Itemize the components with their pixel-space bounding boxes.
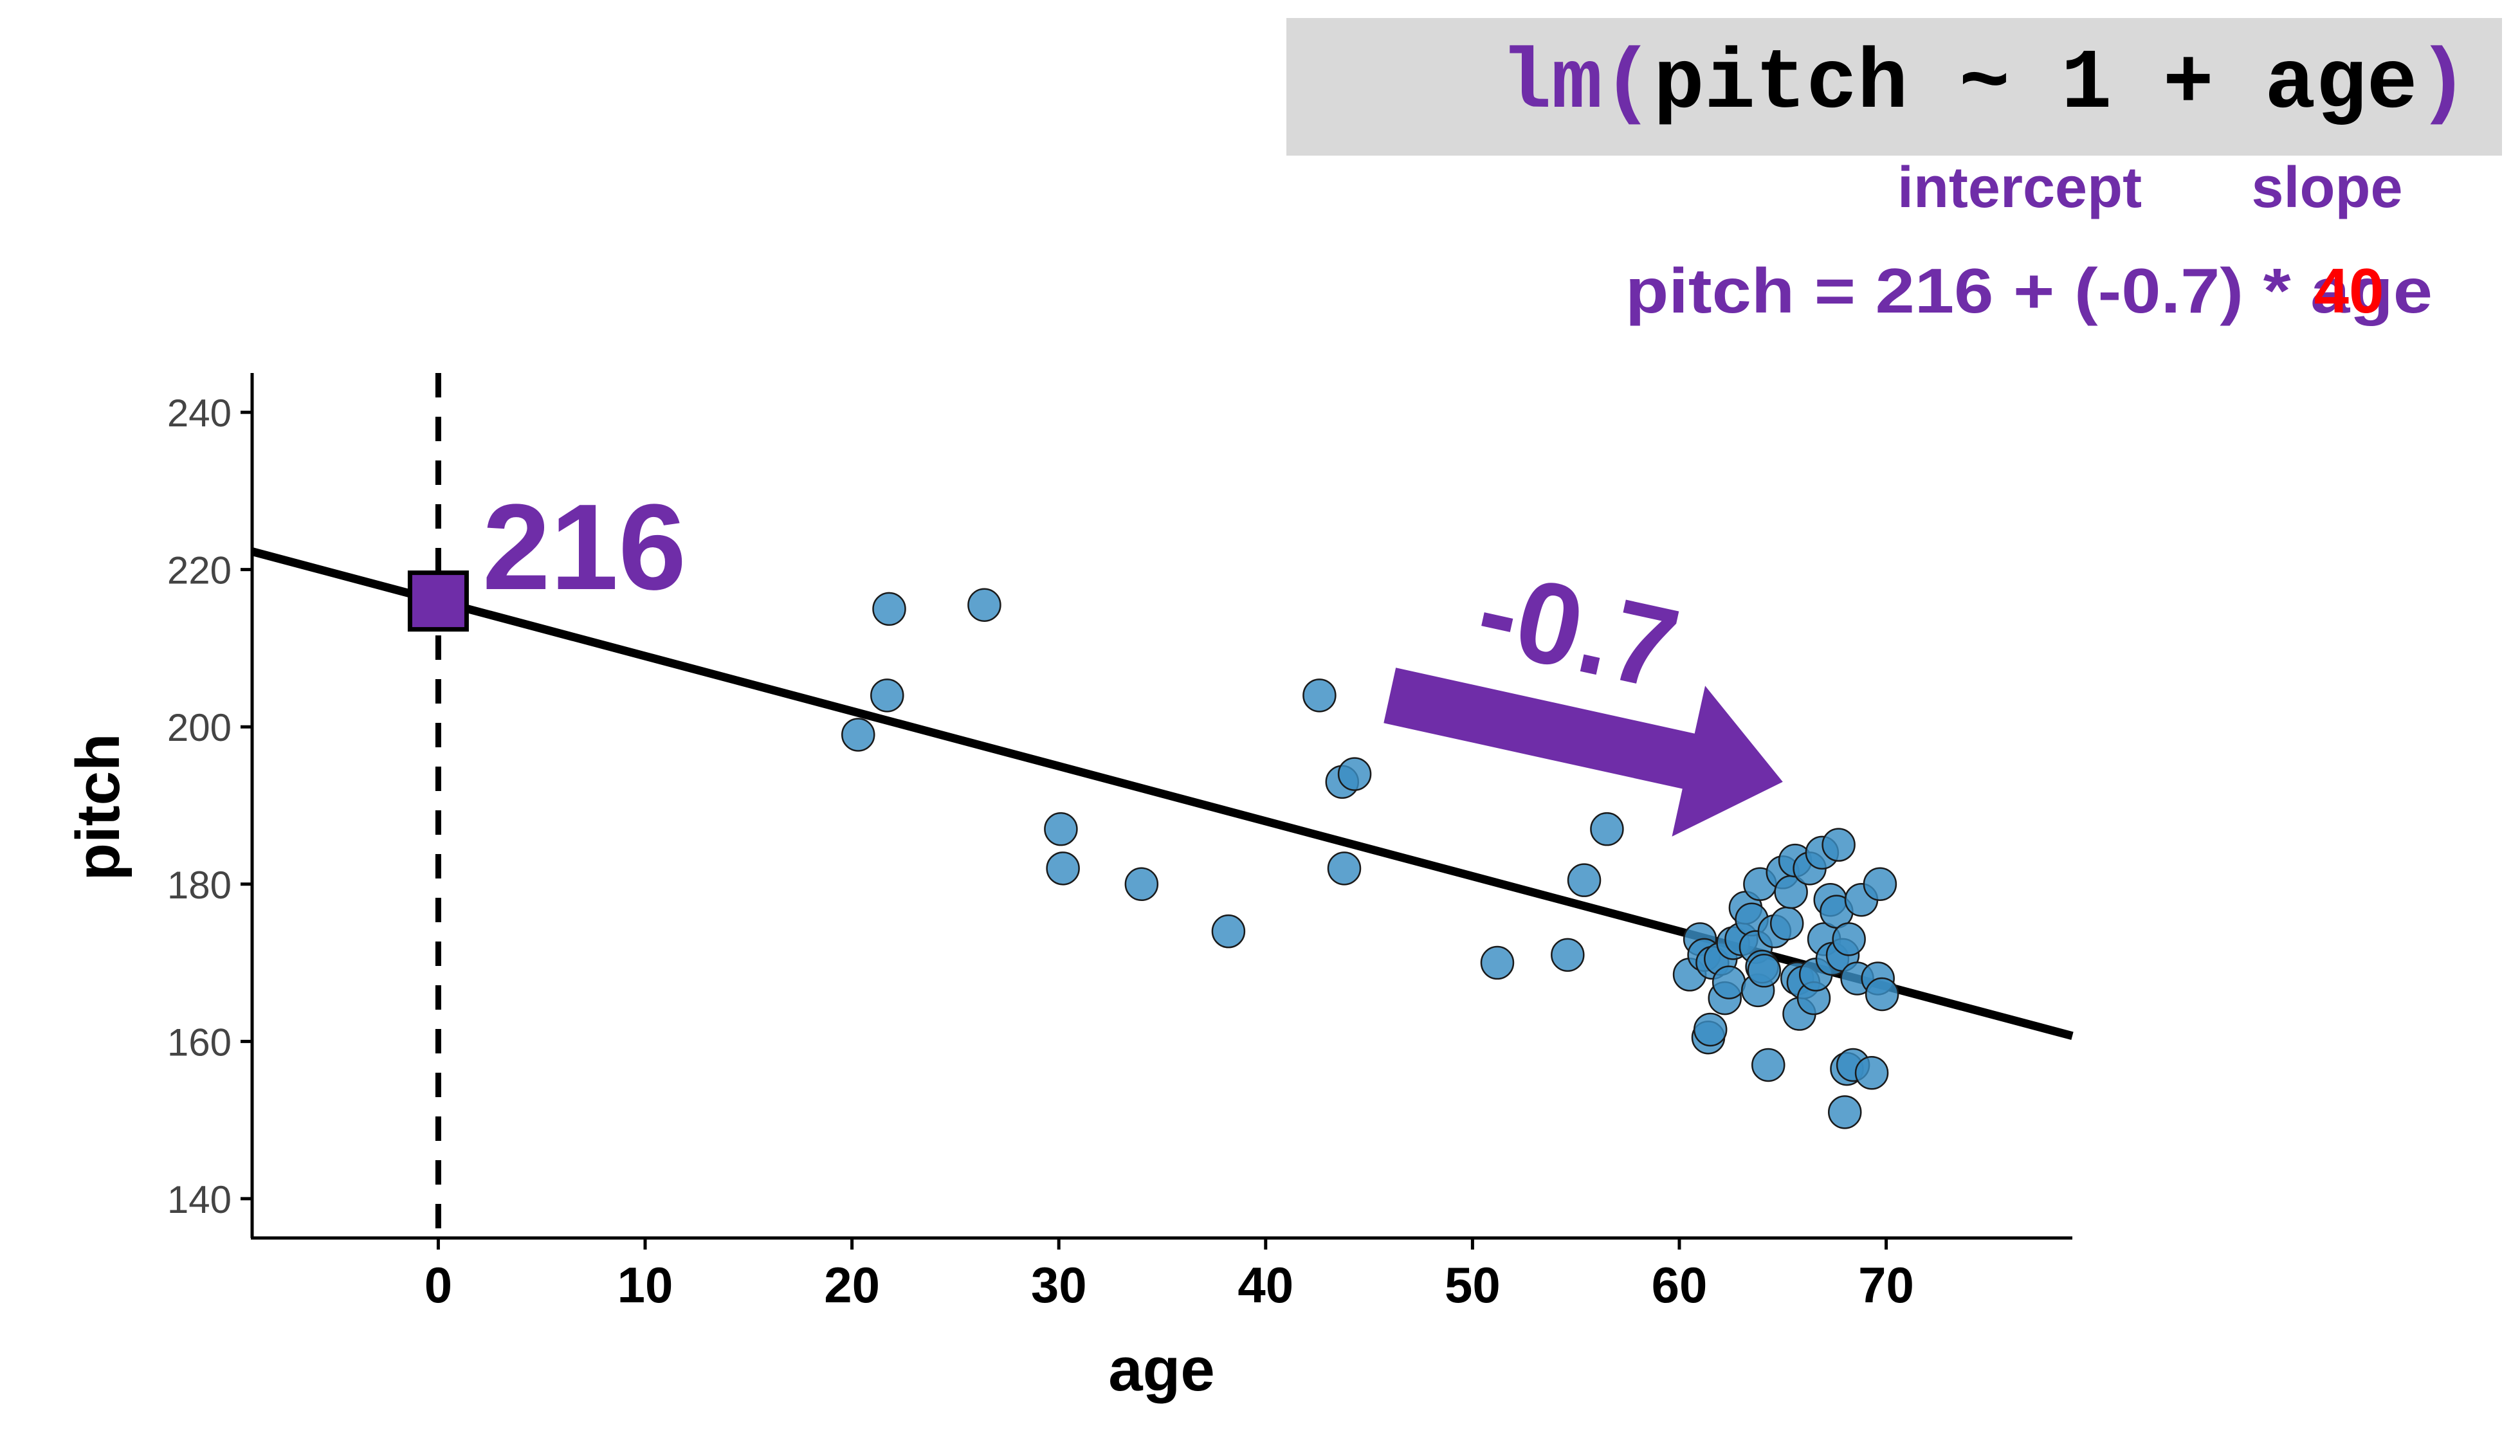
formula-box bbox=[1286, 18, 2502, 156]
data-point bbox=[1712, 965, 1746, 999]
formula-body: pitch ~ 1 + age bbox=[1654, 36, 2418, 132]
y-axis-title: pitch bbox=[64, 733, 132, 880]
formula-func: lm bbox=[1501, 36, 1602, 132]
data-point bbox=[1480, 945, 1515, 980]
data-point bbox=[872, 592, 906, 626]
data-point bbox=[1828, 1095, 1862, 1129]
equation-text: pitch = 216 + (-0.7) * age bbox=[1625, 255, 2433, 326]
slope-label: slope bbox=[2251, 156, 2402, 220]
data-point bbox=[1567, 863, 1602, 897]
intercept-value-label: 216 bbox=[482, 479, 686, 615]
y-tick-label: 240 bbox=[167, 392, 232, 435]
data-point bbox=[1751, 1048, 1785, 1082]
data-point bbox=[1747, 954, 1782, 988]
intercept-label: intercept bbox=[1897, 156, 2142, 220]
data-point bbox=[1854, 1055, 1889, 1090]
data-point bbox=[1693, 1012, 1728, 1047]
data-point bbox=[1211, 914, 1246, 949]
data-point bbox=[841, 718, 875, 752]
data-point bbox=[870, 678, 904, 713]
y-tick-label: 140 bbox=[167, 1178, 232, 1221]
x-tick-label: 30 bbox=[1031, 1257, 1087, 1313]
data-point bbox=[967, 588, 1001, 622]
data-point bbox=[1327, 851, 1362, 886]
formula-code: lm(pitch ~ 1 + age) bbox=[1501, 36, 2469, 132]
y-tick-label: 160 bbox=[167, 1021, 232, 1064]
formula-open-paren: ( bbox=[1602, 36, 1653, 132]
data-point bbox=[1769, 906, 1804, 941]
x-tick-label: 0 bbox=[425, 1257, 452, 1313]
x-tick-label: 10 bbox=[617, 1257, 673, 1313]
x-tick-label: 70 bbox=[1858, 1257, 1914, 1313]
slope-value-label: -0.7 bbox=[1466, 545, 1689, 714]
data-point bbox=[1590, 812, 1624, 846]
slope-arrow bbox=[1383, 668, 1783, 837]
data-point bbox=[1863, 867, 1897, 902]
y-tick-label: 220 bbox=[167, 549, 232, 592]
x-tick-label: 20 bbox=[824, 1257, 880, 1313]
x-axis-title: age bbox=[1108, 1335, 1214, 1404]
x-tick-label: 60 bbox=[1652, 1257, 1708, 1313]
equation-overlay-value: 40 bbox=[2314, 255, 2384, 326]
y-tick-label: 200 bbox=[167, 706, 232, 749]
x-tick-label: 50 bbox=[1445, 1257, 1501, 1313]
data-point bbox=[1044, 812, 1078, 846]
data-point bbox=[1302, 678, 1337, 713]
data-point bbox=[1337, 757, 1372, 791]
x-tick-label: 40 bbox=[1237, 1257, 1293, 1313]
data-point bbox=[1124, 867, 1159, 902]
intercept-marker bbox=[407, 570, 469, 632]
data-point bbox=[1046, 851, 1080, 886]
data-point bbox=[1865, 977, 1899, 1012]
data-point bbox=[1551, 938, 1585, 972]
formula-close-paren: ) bbox=[2418, 36, 2469, 132]
data-point bbox=[1822, 828, 1856, 862]
y-tick-label: 180 bbox=[167, 864, 232, 907]
data-point bbox=[1832, 922, 1866, 956]
